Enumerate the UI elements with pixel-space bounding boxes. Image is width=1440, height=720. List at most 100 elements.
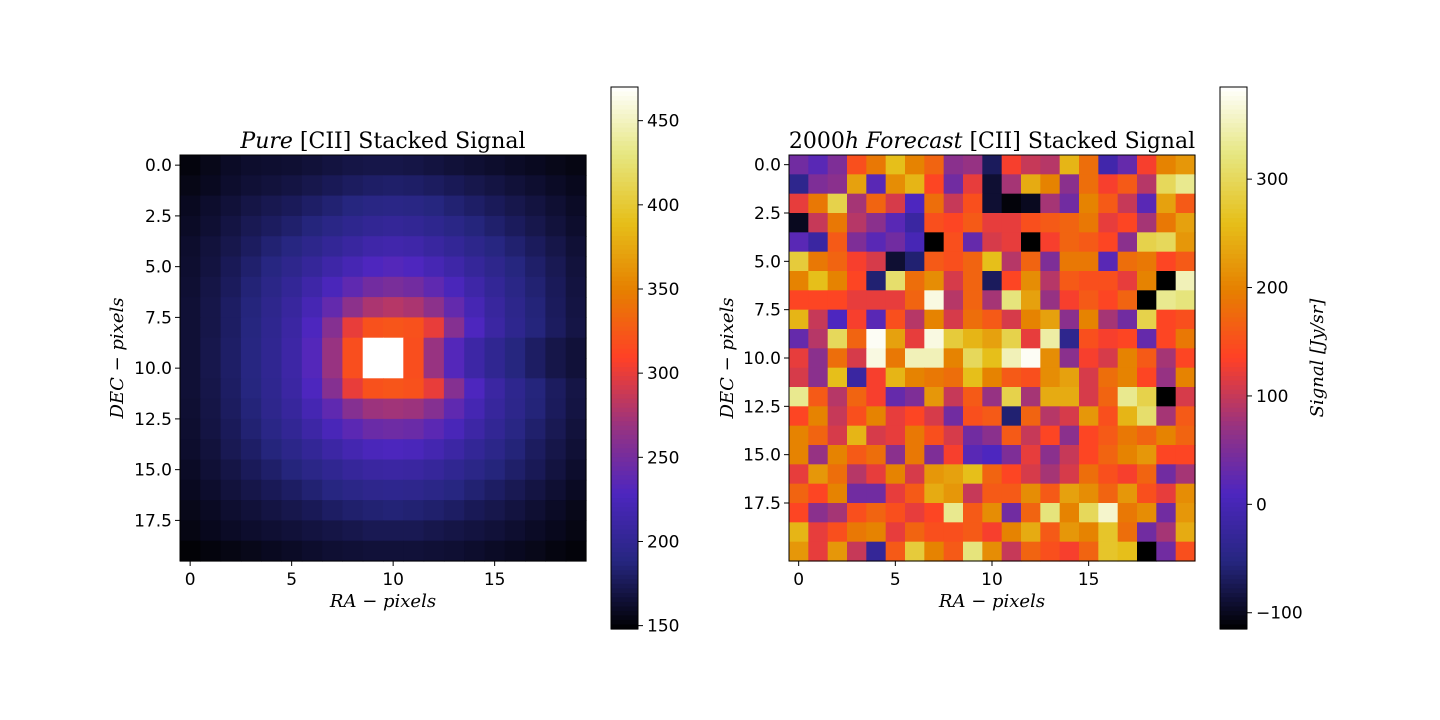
pure-signal-y-ticks: 0.0 2.5 5.0 7.5 10.0 12.5 15.0 17.5 bbox=[134, 156, 180, 531]
heatmap-cell bbox=[1040, 232, 1061, 253]
heatmap-cell bbox=[1117, 387, 1138, 407]
heatmap-cell bbox=[281, 175, 303, 197]
colorbar-segment bbox=[611, 249, 638, 255]
heatmap-cell bbox=[281, 358, 303, 379]
heatmap-cell bbox=[789, 290, 809, 311]
heatmap-cell bbox=[362, 155, 384, 176]
heatmap-cell bbox=[200, 195, 222, 217]
heatmap-cell bbox=[1021, 464, 1041, 485]
heatmap-cell bbox=[1175, 541, 1196, 562]
heatmap-cell bbox=[905, 232, 925, 253]
heatmap-cell bbox=[866, 213, 887, 233]
heatmap-cell bbox=[200, 378, 222, 400]
colorbar-segment bbox=[1220, 353, 1247, 359]
y-tick-label: 15.0 bbox=[743, 446, 781, 466]
heatmap-cell bbox=[1156, 329, 1177, 349]
heatmap-cell bbox=[1079, 193, 1099, 214]
colorbar-segment bbox=[1220, 321, 1247, 327]
heatmap-cell bbox=[342, 459, 364, 481]
colorbar-segment bbox=[611, 498, 638, 504]
heatmap-cell bbox=[1001, 174, 1022, 195]
heatmap-cell bbox=[1059, 290, 1080, 311]
heatmap-cell bbox=[545, 418, 567, 440]
heatmap-cell bbox=[1040, 329, 1061, 349]
colorbar-segment bbox=[1220, 443, 1247, 449]
heatmap-cell bbox=[423, 540, 445, 562]
heatmap-cell bbox=[827, 522, 848, 543]
heatmap-cell bbox=[847, 174, 867, 195]
y-tick-label: 7.5 bbox=[145, 308, 172, 328]
colorbar-segment bbox=[1220, 344, 1247, 350]
heatmap-cell bbox=[1098, 387, 1119, 407]
heatmap-cell bbox=[220, 155, 242, 176]
colorbar-segment bbox=[611, 493, 638, 499]
heatmap-cell bbox=[443, 195, 465, 217]
forecast-signal-heatmap bbox=[789, 155, 1196, 562]
colorbar-segment bbox=[1220, 475, 1247, 481]
heatmap-cell bbox=[443, 297, 465, 318]
heatmap-cell bbox=[484, 317, 506, 339]
heatmap-cell bbox=[342, 317, 364, 339]
heatmap-cell bbox=[504, 276, 526, 298]
colorbar-segment bbox=[1220, 303, 1247, 309]
heatmap-cell bbox=[943, 406, 964, 427]
colorbar-segment bbox=[1220, 181, 1247, 187]
heatmap-cell bbox=[1156, 464, 1177, 485]
heatmap-cell bbox=[1021, 290, 1041, 311]
heatmap-cell bbox=[1079, 503, 1099, 523]
heatmap-cell bbox=[423, 155, 445, 176]
heatmap-cell bbox=[281, 297, 303, 318]
heatmap-cell bbox=[847, 348, 867, 369]
colorbar-segment bbox=[1220, 466, 1247, 472]
heatmap-cell bbox=[1040, 406, 1061, 427]
heatmap-cell bbox=[808, 251, 829, 272]
heatmap-cell bbox=[240, 297, 262, 318]
heatmap-cell bbox=[403, 337, 425, 359]
heatmap-cell bbox=[261, 418, 283, 440]
heatmap-cell bbox=[924, 503, 945, 523]
heatmap-cell bbox=[866, 387, 887, 407]
heatmap-cell bbox=[808, 445, 829, 465]
heatmap-cell bbox=[240, 195, 262, 217]
heatmap-cell bbox=[200, 317, 222, 339]
heatmap-cell bbox=[963, 522, 983, 543]
heatmap-cell bbox=[1098, 232, 1119, 253]
colorbar-segment bbox=[611, 123, 638, 129]
colorbar-segment bbox=[611, 516, 638, 522]
heatmap-cell bbox=[1001, 367, 1022, 388]
heatmap-cell bbox=[281, 317, 303, 339]
heatmap-cell bbox=[545, 459, 567, 481]
heatmap-cell bbox=[301, 398, 323, 420]
heatmap-cell bbox=[565, 358, 587, 379]
heatmap-cell bbox=[943, 329, 964, 349]
heatmap-cell bbox=[301, 337, 323, 359]
colorbar-segment bbox=[611, 624, 638, 630]
colorbar-segment bbox=[1220, 421, 1247, 427]
heatmap-cell bbox=[1098, 464, 1119, 485]
heatmap-cell bbox=[464, 297, 486, 318]
heatmap-cell bbox=[1001, 193, 1022, 214]
heatmap-cell bbox=[220, 398, 242, 420]
heatmap-cell bbox=[1175, 425, 1196, 446]
heatmap-cell bbox=[866, 329, 887, 349]
heatmap-cell bbox=[789, 541, 809, 562]
heatmap-cell bbox=[443, 276, 465, 298]
heatmap-cell bbox=[525, 378, 546, 400]
colorbar-segment bbox=[1220, 434, 1247, 440]
heatmap-cell bbox=[504, 195, 526, 217]
colorbar-segment bbox=[611, 263, 638, 269]
heatmap-cell bbox=[808, 271, 829, 291]
colorbar-segment bbox=[611, 344, 638, 350]
heatmap-cell bbox=[982, 387, 1003, 407]
colorbar-tick-label: 400 bbox=[647, 196, 679, 216]
heatmap-cell bbox=[200, 215, 222, 237]
heatmap-cell bbox=[261, 236, 283, 258]
heatmap-cell bbox=[240, 439, 262, 461]
pure-signal-heatmap bbox=[180, 155, 587, 562]
colorbar-segment bbox=[1220, 285, 1247, 291]
heatmap-cell bbox=[866, 367, 887, 388]
colorbar-segment bbox=[611, 376, 638, 382]
heatmap-cell bbox=[1021, 445, 1041, 465]
colorbar-segment bbox=[1220, 380, 1247, 386]
colorbar-segment bbox=[1220, 502, 1247, 508]
